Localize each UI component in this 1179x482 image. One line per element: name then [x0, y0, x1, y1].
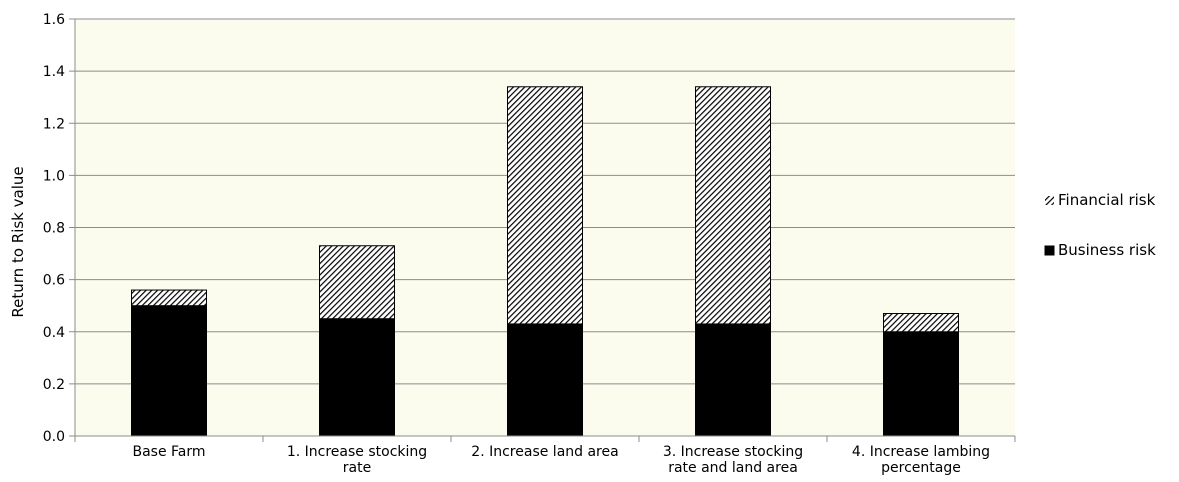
legend-swatch — [1044, 245, 1055, 256]
y-tick-label: 1.0 — [43, 168, 65, 184]
legend: Financial risk Business risk — [1044, 191, 1156, 259]
y-tick-label: 1.6 — [43, 12, 65, 28]
y-tick-label: 0.4 — [43, 325, 65, 341]
y-tick-label: 0.0 — [43, 429, 65, 445]
legend-label: Business risk — [1058, 241, 1156, 259]
bar-financial-risk — [507, 86, 583, 325]
y-tick-label: 0.8 — [43, 221, 65, 237]
bars — [131, 86, 959, 437]
x-category-label: 4. Increase lambing percentage — [852, 444, 990, 476]
bar-business-risk — [695, 323, 771, 437]
x-category-label: 3. Increase stocking rate and land area — [663, 444, 803, 476]
bar-business-risk — [319, 318, 395, 437]
x-category-label: 2. Increase land area — [471, 444, 618, 460]
x-category-labels: Base Farm 1. Increase stocking rate 2. Incr… — [132, 444, 990, 476]
bar-financial-risk — [131, 289, 207, 307]
y-tick-labels: 0.0 0.2 0.4 0.6 0.8 1.0 1.2 1.4 1.6 — [43, 12, 65, 445]
bar-business-risk — [883, 331, 959, 437]
y-tick-label: 1.4 — [43, 64, 65, 80]
y-tick-label: 0.2 — [43, 377, 65, 393]
x-category-label: 1. Increase stocking rate — [287, 444, 427, 476]
x-category-label: Base Farm — [132, 444, 205, 460]
y-axis-title: Return to Risk value — [9, 166, 27, 317]
legend-label: Financial risk — [1058, 191, 1156, 209]
axes — [74, 19, 1016, 442]
y-tick-label: 0.6 — [43, 273, 65, 289]
bar-business-risk — [507, 323, 583, 437]
legend-swatch — [1045, 196, 1054, 205]
bar-business-risk — [131, 305, 207, 437]
bar-financial-risk — [319, 245, 395, 320]
bar-financial-risk — [883, 313, 959, 333]
y-tick-label: 1.2 — [43, 116, 65, 132]
bar-financial-risk — [695, 86, 771, 325]
